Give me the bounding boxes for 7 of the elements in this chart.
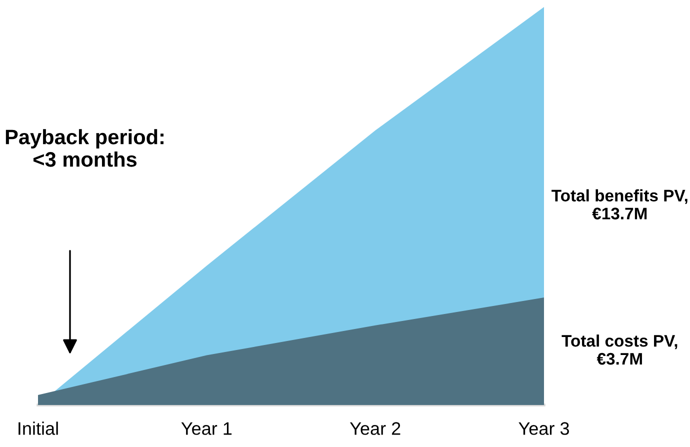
series-label: Total benefits PV, €13.7M — [552, 189, 688, 220]
x-tick-label: Year 1 — [181, 422, 232, 435]
x-tick-label: Year 3 — [518, 422, 569, 435]
annotation: Payback period: <3 months — [6, 129, 164, 167]
series-label: Total costs PV, €3.7M — [562, 334, 678, 365]
x-tick-label: Initial — [18, 422, 58, 435]
x-tick-label: Year 2 — [350, 422, 400, 435]
